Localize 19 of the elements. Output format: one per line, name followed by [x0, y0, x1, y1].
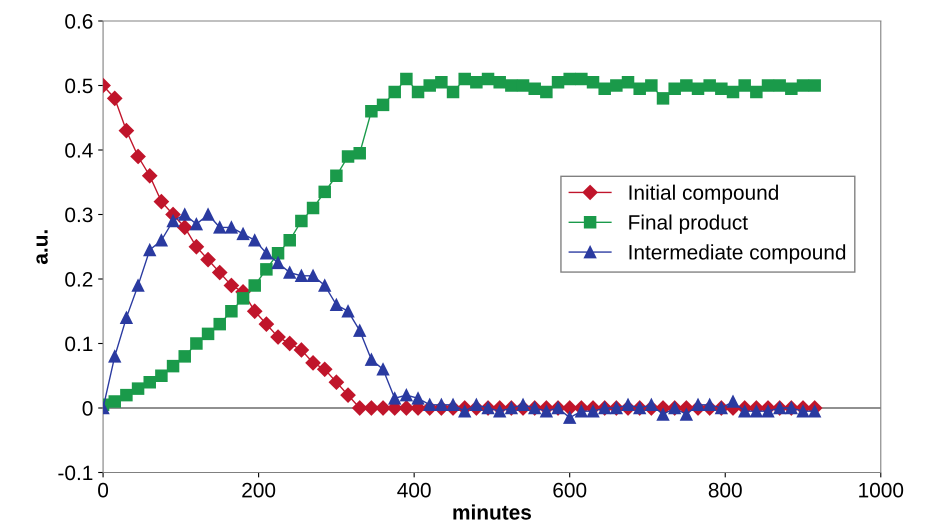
y-tick-label: 0.6: [65, 14, 92, 29]
x-tick-label: 200: [242, 482, 276, 498]
y-tick-label: 0: [82, 401, 93, 416]
y-tick-label: 0.3: [65, 208, 92, 222]
x-tick-label: 800: [708, 482, 742, 498]
x-tick-label: 1000: [859, 482, 904, 498]
x-tick-label: 600: [553, 482, 586, 498]
x-tick-label: 400: [397, 482, 431, 498]
y-tick-label: 0.1: [65, 336, 92, 352]
y-tick-label: 0.4: [65, 143, 93, 158]
y-tick-label: -0.1: [58, 466, 92, 480]
legend-label: Final product: [629, 214, 748, 234]
y-axis-title: a.u.: [36, 230, 48, 264]
x-axis-title: minutes: [453, 504, 532, 520]
legend-label: Initial compound: [630, 184, 778, 204]
legend-label: Intermediate compound: [630, 244, 846, 264]
x-tick-label: 0: [98, 482, 108, 498]
y-tick-label: 0.5: [65, 78, 92, 94]
y-tick-label: 0.2: [65, 272, 92, 287]
